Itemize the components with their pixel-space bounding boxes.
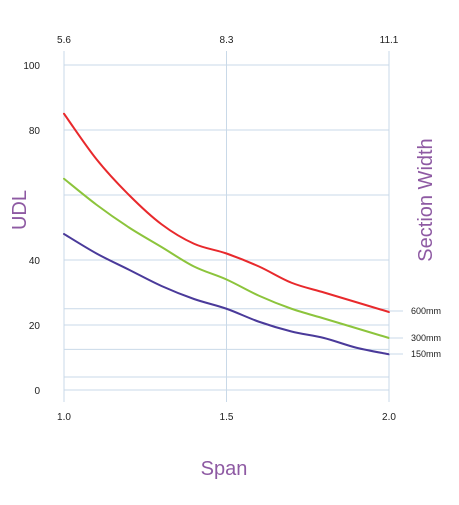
legend-label-600mm: 600mm: [411, 306, 441, 316]
top-tick-label: 5.6: [57, 35, 71, 46]
legend-label-300mm: 300mm: [411, 333, 441, 343]
top-tick-label: 8.3: [220, 35, 234, 46]
series-line-600mm: [63, 112, 390, 313]
legend: 600mm 300mm 150mm: [389, 306, 441, 359]
tick-labels: 0 20 40 80 100 1.0 1.5 2.0 5.6 8.3 11.1: [23, 35, 398, 423]
series-line-300mm: [63, 177, 390, 339]
y-tick-label: 0: [34, 386, 40, 397]
right-axis-title: Section Width: [415, 138, 437, 261]
x-tick-label: 1.5: [220, 412, 234, 423]
x-axis-title: Span: [201, 458, 248, 480]
y-tick-label: 100: [23, 61, 40, 72]
y-tick-label: 40: [29, 256, 41, 267]
y-tick-label: 80: [29, 126, 41, 137]
grid: [63, 51, 390, 402]
series-group: [63, 112, 390, 356]
y-tick-label: 20: [29, 321, 41, 332]
series-line-150mm: [63, 233, 390, 356]
legend-label-150mm: 150mm: [411, 349, 441, 359]
top-tick-label: 11.1: [380, 35, 399, 46]
y-axis-title: UDL: [9, 190, 31, 230]
x-tick-label: 2.0: [382, 412, 396, 423]
x-tick-label: 1.0: [57, 412, 71, 423]
